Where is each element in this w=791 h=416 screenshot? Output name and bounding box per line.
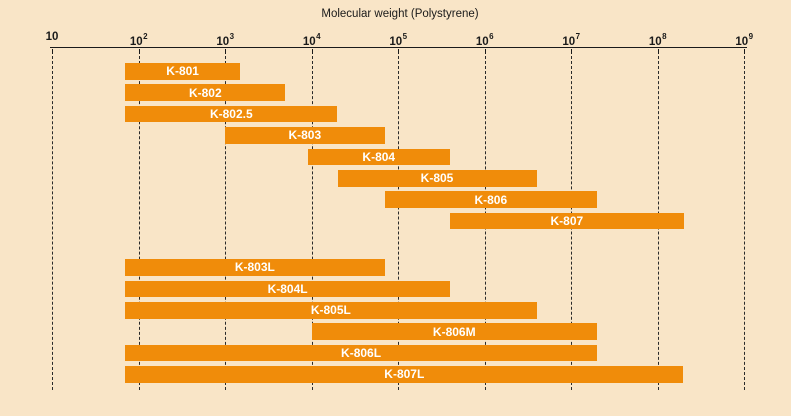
x-axis-line bbox=[50, 47, 747, 48]
chart-title: Molecular weight (Polystyrene) bbox=[321, 8, 479, 20]
column-range-bar-k-804l: K-804L bbox=[125, 280, 451, 298]
grid-line bbox=[225, 56, 226, 390]
column-range-bar-k-802.5: K-802.5 bbox=[125, 105, 338, 123]
column-range-bar-k-803: K-803 bbox=[225, 127, 385, 144]
grid-line bbox=[311, 56, 313, 390]
column-bar-label: K-802.5 bbox=[209, 107, 253, 122]
x-axis-tick-label: 105 bbox=[389, 32, 408, 48]
column-range-bar-k-803l: K-803L bbox=[125, 259, 385, 276]
column-bar-label: K-806 bbox=[474, 192, 508, 207]
column-bar-label: K-807 bbox=[550, 214, 584, 229]
grid-line bbox=[52, 56, 53, 390]
column-range-bar-k-805: K-805 bbox=[337, 170, 537, 187]
column-range-bar-k-805l: K-805L bbox=[125, 302, 537, 319]
column-range-bar-k-801: K-801 bbox=[125, 63, 241, 80]
grid-line bbox=[398, 56, 399, 390]
x-axis-tick-mark bbox=[52, 49, 53, 54]
column-range-bar-k-806: K-806 bbox=[384, 191, 597, 208]
x-axis-tick-label: 107 bbox=[562, 32, 581, 48]
column-range-bar-k-806l: K-806L bbox=[125, 344, 597, 362]
x-axis-tick-mark bbox=[484, 49, 486, 54]
column-range-bar-k-806m: K-806M bbox=[311, 323, 597, 340]
x-axis-tick-label: 109 bbox=[735, 32, 754, 48]
column-bar-label: K-805 bbox=[420, 171, 454, 186]
x-axis-tick-mark bbox=[398, 49, 399, 54]
column-bar-label: K-802 bbox=[188, 85, 222, 100]
x-axis-tick-label: 104 bbox=[302, 32, 321, 48]
x-axis-tick-mark bbox=[571, 49, 572, 54]
column-bar-label: K-806M bbox=[432, 324, 476, 339]
column-range-bar-k-804: K-804 bbox=[307, 148, 450, 166]
x-axis-tick-mark bbox=[138, 49, 140, 54]
column-bar-label: K-804 bbox=[362, 149, 396, 164]
x-axis-tick-label: 106 bbox=[475, 32, 494, 48]
column-bar-label: K-803 bbox=[288, 128, 322, 143]
x-axis-tick-label: 102 bbox=[129, 32, 148, 48]
x-axis-tick-mark bbox=[311, 49, 313, 54]
x-axis-tick-mark bbox=[225, 49, 226, 54]
grid-line bbox=[744, 56, 745, 390]
x-axis-tick-label: 108 bbox=[648, 32, 667, 48]
column-bar-label: K-806L bbox=[341, 346, 382, 361]
x-axis-tick-mark bbox=[744, 49, 745, 54]
column-range-bar-k-807l: K-807L bbox=[125, 366, 684, 383]
column-range-bar-k-807: K-807 bbox=[450, 212, 684, 230]
column-bar-label: K-807L bbox=[384, 367, 425, 382]
x-axis-tick-label: 10 bbox=[45, 31, 59, 43]
column-bar-label: K-803L bbox=[234, 260, 275, 275]
x-axis-tick-label: 103 bbox=[216, 32, 235, 48]
column-bar-label: K-805L bbox=[310, 303, 351, 318]
column-bar-label: K-801 bbox=[166, 64, 199, 79]
column-bar-label: K-804L bbox=[267, 281, 308, 296]
x-axis-tick-mark bbox=[657, 49, 659, 54]
grid-line bbox=[138, 56, 140, 390]
column-range-bar-k-802: K-802 bbox=[125, 84, 286, 101]
